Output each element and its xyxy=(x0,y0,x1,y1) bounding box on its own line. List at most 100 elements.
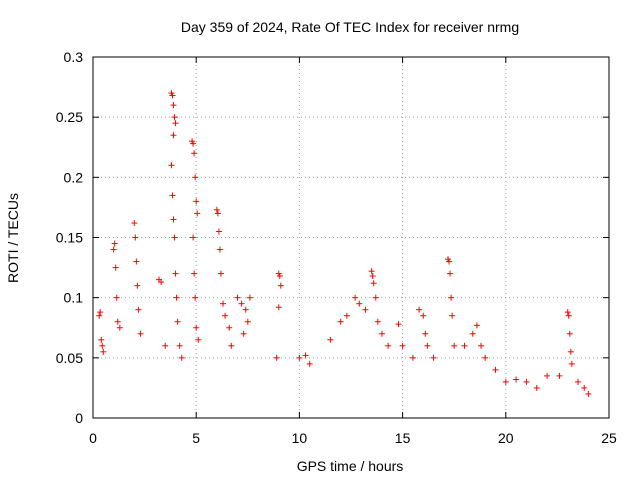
y-tick-label: 0.15 xyxy=(56,230,83,246)
data-point xyxy=(416,306,423,313)
data-point xyxy=(192,174,199,181)
x-tick-label: 10 xyxy=(292,430,308,446)
x-tick-label: 5 xyxy=(192,430,200,446)
data-point xyxy=(523,378,530,385)
data-point xyxy=(461,342,468,349)
data-point xyxy=(337,318,344,325)
data-point xyxy=(399,342,406,349)
data-point xyxy=(369,273,376,280)
x-tick-label: 15 xyxy=(395,430,411,446)
data-point xyxy=(172,120,179,127)
data-point xyxy=(195,336,202,343)
data-point xyxy=(246,294,253,301)
data-point xyxy=(190,234,197,241)
data-point xyxy=(566,330,573,337)
data-point xyxy=(469,330,476,337)
y-tick-label: 0.1 xyxy=(64,290,84,306)
data-point xyxy=(567,348,574,355)
data-point xyxy=(451,342,458,349)
data-point xyxy=(372,294,379,301)
data-point xyxy=(565,312,572,319)
data-point xyxy=(478,342,485,349)
data-point xyxy=(216,246,223,253)
data-point xyxy=(174,318,181,325)
data-point xyxy=(192,294,199,301)
data-point xyxy=(194,210,201,217)
data-point xyxy=(374,318,381,325)
data-point xyxy=(395,321,402,328)
data-point xyxy=(132,234,139,241)
data-point xyxy=(214,210,221,217)
data-point xyxy=(277,282,284,289)
data-point xyxy=(220,300,227,307)
data-point xyxy=(190,140,197,147)
data-point xyxy=(217,270,224,277)
data-point xyxy=(473,322,480,329)
data-point xyxy=(193,198,200,205)
data-point xyxy=(98,336,105,343)
data-point xyxy=(162,342,169,349)
data-point xyxy=(244,318,251,325)
data-point xyxy=(116,324,123,331)
data-point xyxy=(97,309,104,316)
y-tick-label: 0.05 xyxy=(56,350,83,366)
data-point xyxy=(114,318,121,325)
data-point xyxy=(385,342,392,349)
y-tick-label: 0.25 xyxy=(56,109,83,125)
data-point xyxy=(99,342,106,349)
data-point xyxy=(135,306,142,313)
data-point xyxy=(158,279,165,286)
data-point xyxy=(131,220,138,227)
data-point xyxy=(173,294,180,301)
x-tick-label: 0 xyxy=(89,430,97,446)
data-point xyxy=(544,372,551,379)
data-point xyxy=(370,280,377,287)
data-point xyxy=(171,114,178,121)
data-point xyxy=(234,294,241,301)
x-axis-title: GPS time / hours xyxy=(297,458,404,474)
data-point xyxy=(169,192,176,199)
data-point xyxy=(502,378,509,385)
data-point xyxy=(306,360,313,367)
grid-lines xyxy=(93,57,609,418)
data-point xyxy=(296,354,303,361)
data-point xyxy=(575,378,582,385)
data-point xyxy=(191,270,198,277)
data-point xyxy=(422,330,429,337)
data-point xyxy=(113,294,120,301)
data-point xyxy=(378,330,385,337)
data-point xyxy=(134,282,141,289)
data-point xyxy=(533,384,540,391)
data-point xyxy=(568,360,575,367)
data-point xyxy=(110,246,117,253)
data-point xyxy=(96,312,103,319)
y-tick-label: 0.3 xyxy=(64,49,84,65)
plot-frame xyxy=(92,56,610,419)
data-point xyxy=(178,354,185,361)
data-point xyxy=(581,384,588,391)
data-point xyxy=(276,273,283,280)
data-point xyxy=(112,264,119,271)
x-tick-label: 25 xyxy=(601,430,617,446)
data-point xyxy=(564,309,571,316)
data-point xyxy=(492,366,499,373)
data-point xyxy=(368,268,375,275)
data-point xyxy=(420,312,427,319)
chart-title: Day 359 of 2024, Rate Of TEC Index for r… xyxy=(181,19,519,35)
data-points xyxy=(96,90,592,397)
data-point xyxy=(133,258,140,265)
data-point xyxy=(111,240,118,247)
axes: 0 5 10 15 20 25 0 0.05 0.1 0.15 0.2 0.25 0.3 xyxy=(56,49,617,446)
data-point xyxy=(242,306,249,313)
data-point xyxy=(356,300,363,307)
data-point xyxy=(273,354,280,361)
data-point xyxy=(343,312,350,319)
y-axis-title: ROTI / TECUs xyxy=(5,193,21,283)
data-point xyxy=(585,390,592,397)
data-point xyxy=(238,300,245,307)
data-point xyxy=(447,270,454,277)
data-point xyxy=(275,304,282,311)
data-point xyxy=(327,336,334,343)
data-point xyxy=(446,258,453,265)
